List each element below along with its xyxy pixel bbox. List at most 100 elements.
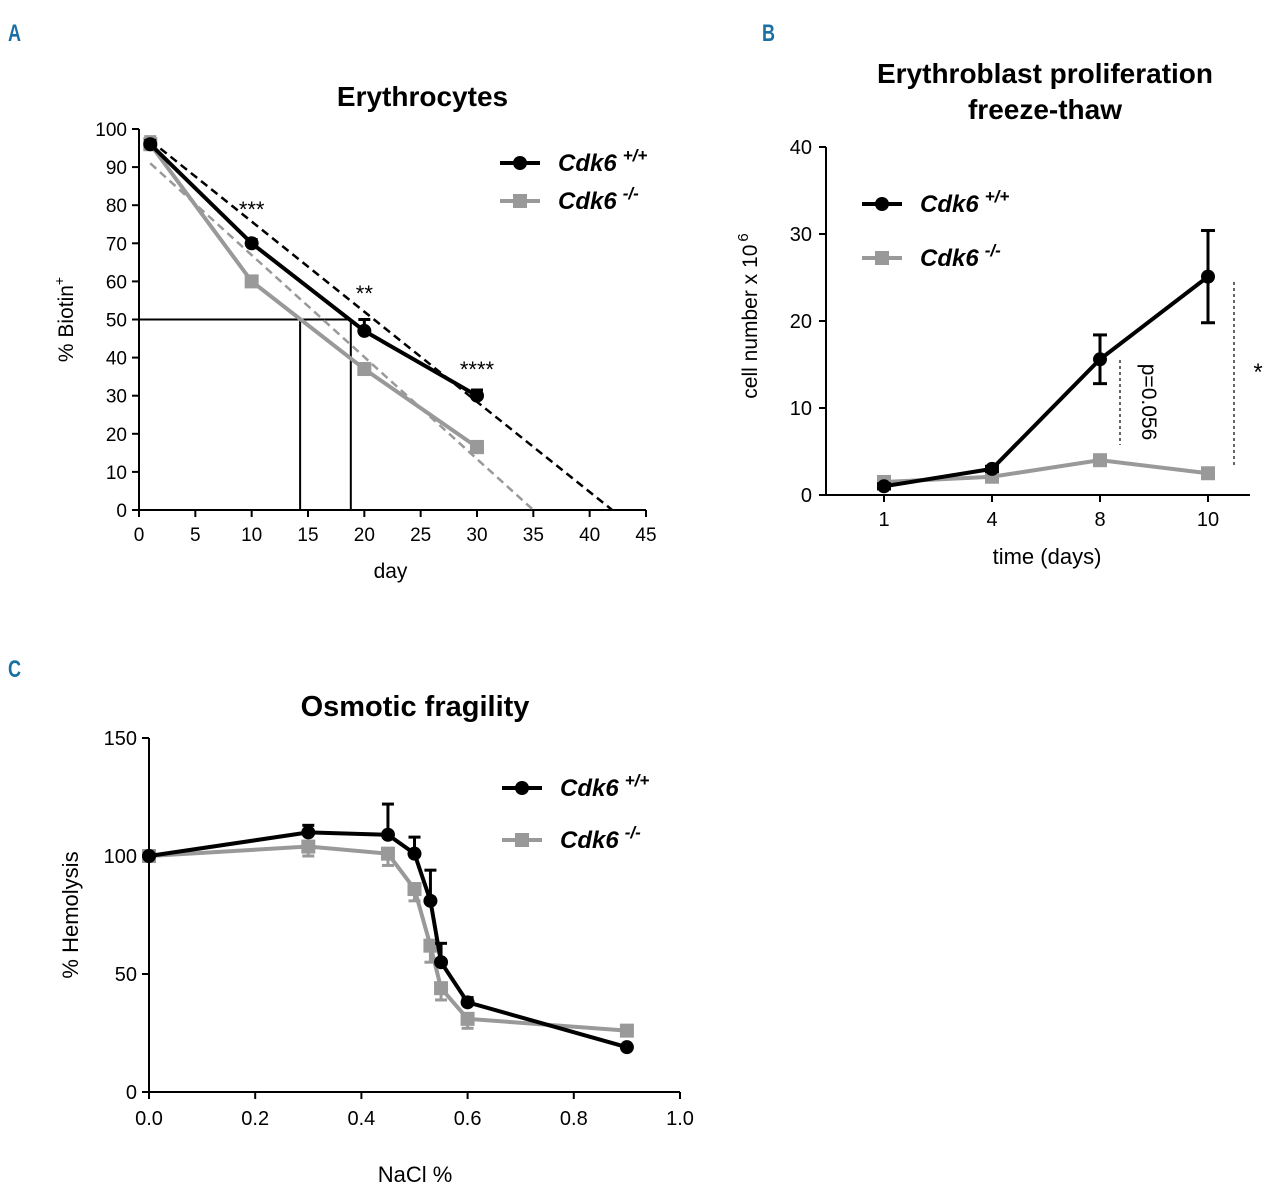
chart-b-title: Erythroblast proliferation — [877, 58, 1213, 89]
chart-a-series-line-0 — [148, 142, 478, 398]
chart-b-point-0-2 — [1093, 352, 1107, 367]
chart-a-xtick-label: 25 — [410, 525, 431, 546]
chart-b-xlabel: time (days) — [993, 544, 1102, 569]
chart-c-xtick-label: 0.8 — [560, 1108, 588, 1130]
chart-c-ytick-label: 50 — [115, 964, 137, 986]
chart-a-ytick-label: 30 — [106, 387, 127, 408]
chart-b-point-0-1 — [985, 461, 999, 476]
chart-a-xtick-label: 15 — [297, 525, 318, 546]
chart-a-ytick-label: 0 — [116, 501, 127, 522]
chart-b-title-line2: freeze-thaw — [968, 94, 1122, 125]
panel-letter-c: C — [8, 656, 22, 683]
chart-c: Osmotic fragility 0 50 100 150 0.0 0.2 0.4 0.6 0.… — [58, 691, 694, 1187]
chart-a-xtick-label: 30 — [466, 525, 487, 546]
legend-marker-b-1 — [875, 251, 889, 265]
chart-b-ytick-label: 30 — [790, 224, 812, 246]
legend-marker-c-0 — [515, 781, 529, 795]
chart-c-ytick-label: 150 — [104, 728, 137, 750]
chart-a-xtick-label: 0 — [134, 525, 145, 546]
panel-letter-a: A — [8, 20, 22, 47]
legend-marker-a-1 — [513, 194, 527, 208]
chart-a-ytick-label: 70 — [106, 234, 127, 255]
chart-c-point-0-2 — [380, 827, 395, 842]
chart-c-point-1-2 — [380, 846, 395, 861]
chart-c-point-0-1 — [301, 825, 316, 840]
chart-b-xtick-label: 4 — [986, 509, 997, 531]
chart-b-ylabel: cell number x 106 — [735, 233, 762, 398]
chart-c-ytick-label: 0 — [126, 1082, 137, 1104]
chart-a-ytick-label: 60 — [106, 272, 127, 293]
legend-label-c-0: Cdk6 +/+ — [560, 771, 649, 802]
chart-c-ytick-label: 100 — [104, 846, 137, 868]
chart-b-xtick-label: 1 — [878, 509, 889, 531]
chart-b-point-1-3 — [1201, 466, 1215, 481]
legend-label-a-1: Cdk6 -/- — [558, 184, 639, 215]
chart-b-xtick-label: 8 — [1094, 509, 1105, 531]
chart-a-point-1-2 — [357, 362, 372, 377]
chart-a-xtick-label: 45 — [635, 525, 656, 546]
chart-c-point-1-6 — [460, 1011, 475, 1026]
chart-b-point-1-2 — [1093, 453, 1107, 468]
chart-b-ytick-label: 40 — [790, 137, 812, 159]
chart-a-fit-line-0 — [149, 139, 613, 511]
chart-c-point-0-5 — [434, 955, 449, 970]
chart-c-series-line-1 — [148, 844, 628, 1033]
legend-label-b-0: Cdk6 +/+ — [920, 187, 1009, 218]
chart-c-xtick-label: 0.2 — [241, 1108, 269, 1130]
chart-a-xtick-label: 10 — [241, 525, 262, 546]
chart-c-point-1-1 — [301, 839, 316, 854]
chart-a-ytick-label: 40 — [106, 349, 127, 370]
chart-b-pvalue: p=0.056 — [1137, 364, 1160, 441]
chart-a-ytick-label: 80 — [106, 196, 127, 217]
chart-b-ytick-label: 0 — [801, 485, 812, 507]
chart-b-point-0-0 — [877, 479, 891, 494]
chart-b-xtick-label: 10 — [1197, 509, 1219, 531]
chart-c-point-0-4 — [423, 893, 438, 908]
chart-c-point-0-3 — [407, 846, 422, 861]
chart-a-xtick-label: 5 — [190, 525, 201, 546]
chart-a-fit-line-1 — [149, 162, 535, 511]
chart-c-point-1-5 — [434, 981, 449, 996]
chart-a-ylabel: % Biotin+ — [51, 277, 78, 362]
chart-a-point-0-3 — [470, 388, 484, 403]
legend-marker-a-0 — [513, 156, 527, 170]
chart-a-xtick-label: 40 — [579, 525, 600, 546]
chart-b-point-0-3 — [1201, 269, 1215, 284]
chart-c-title: Osmotic fragility — [301, 691, 530, 723]
chart-c-ylabel: % Hemolysis — [58, 851, 83, 978]
chart-c-xlabel: NaCl % — [378, 1162, 453, 1187]
chart-c-xtick-label: 0.0 — [135, 1108, 163, 1130]
chart-c-xtick-label: 0.6 — [454, 1108, 482, 1130]
chart-b: Erythroblast proliferation freeze-thaw 0 10… — [735, 58, 1263, 569]
chart-c-series-line-0 — [148, 830, 628, 1050]
chart-a-point-0-1 — [244, 236, 259, 251]
chart-a-significance-0: *** — [239, 197, 265, 222]
chart-b-series-line-0 — [883, 275, 1210, 489]
chart-c-point-1-3 — [407, 882, 422, 897]
chart-c-point-0-7 — [619, 1040, 634, 1055]
chart-a-ytick-label: 20 — [106, 425, 127, 446]
chart-c-point-0-6 — [460, 995, 475, 1010]
chart-a-point-0-0 — [143, 137, 158, 152]
chart-a-ytick-label: 90 — [106, 158, 127, 179]
chart-a-ytick-label: 100 — [95, 120, 127, 141]
legend-label-c-1: Cdk6 -/- — [560, 823, 641, 854]
panel-letter-b: B — [762, 20, 776, 47]
chart-a-xtick-label: 35 — [523, 525, 544, 546]
chart-c-point-0-0 — [142, 849, 156, 863]
chart-b-significance-star: * — [1253, 359, 1262, 386]
chart-c-xtick-label: 1.0 — [666, 1108, 694, 1130]
chart-a-point-1-3 — [470, 440, 484, 455]
chart-a-ytick-label: 10 — [106, 463, 127, 484]
chart-a-series-line-1 — [148, 143, 479, 449]
chart-a-point-0-2 — [357, 323, 372, 338]
chart-c-point-1-7 — [619, 1023, 634, 1038]
chart-b-ytick-label: 10 — [790, 398, 812, 420]
chart-a-xlabel: day — [374, 560, 408, 583]
chart-c-xtick-label: 0.4 — [347, 1108, 375, 1130]
legend-label-b-1: Cdk6 -/- — [920, 241, 1001, 272]
chart-a: Erythrocytes 0 10 20 30 40 50 60 70 80 90 100 0 5 10 15… — [51, 81, 657, 583]
chart-a-point-1-1 — [244, 274, 259, 289]
chart-a-significance-1: ** — [356, 281, 374, 306]
